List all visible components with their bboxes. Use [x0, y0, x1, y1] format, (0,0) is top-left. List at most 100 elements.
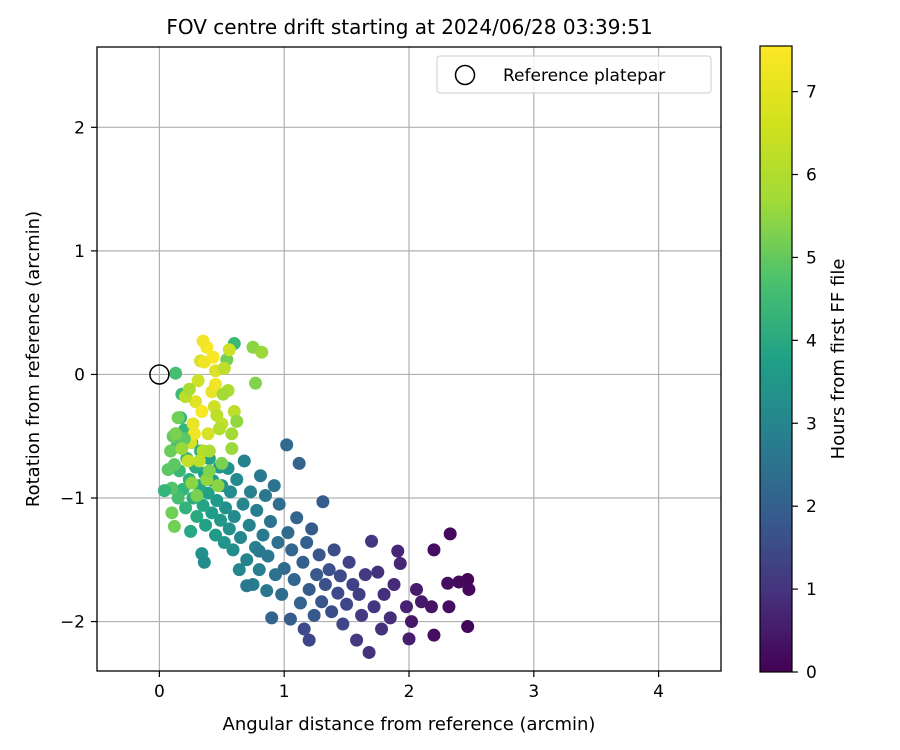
data-point — [240, 579, 254, 593]
data-point — [210, 408, 224, 422]
y-tick-label: 2 — [74, 118, 85, 138]
data-point — [248, 376, 262, 390]
data-point — [292, 456, 306, 470]
data-point — [336, 617, 350, 631]
colorbar-tick-label: 0 — [806, 663, 817, 683]
data-point — [215, 456, 229, 470]
data-point — [325, 605, 339, 619]
data-point — [201, 486, 215, 500]
y-tick-label: 0 — [74, 365, 85, 385]
data-point — [250, 503, 264, 517]
y-axis-ticks: −2 −1 0 1 2 — [60, 118, 97, 633]
grid — [97, 47, 721, 671]
colorbar-tick-label: 5 — [806, 248, 817, 268]
legend-box — [436, 55, 712, 94]
data-point — [312, 548, 326, 562]
data-point — [307, 608, 321, 622]
y-tick-label: −1 — [60, 489, 85, 509]
data-point — [252, 563, 266, 577]
data-point — [242, 518, 256, 532]
data-point — [409, 582, 423, 596]
data-point — [342, 555, 356, 569]
data-point — [267, 479, 281, 493]
data-point — [256, 528, 270, 542]
data-point — [346, 578, 360, 592]
data-point — [165, 506, 179, 520]
data-point — [253, 469, 267, 483]
colorbar-tick-label: 3 — [806, 414, 817, 434]
data-point — [350, 633, 364, 647]
x-axis-label: Angular distance from reference (arcmin) — [223, 714, 596, 735]
data-point — [164, 444, 178, 458]
data-point — [305, 522, 319, 536]
data-point — [211, 479, 225, 493]
x-axis-ticks: 0 1 2 3 4 — [154, 671, 664, 702]
data-point — [331, 586, 345, 600]
data-point — [169, 366, 183, 380]
colorbar-label: Hours from first FF file — [828, 259, 849, 460]
data-point — [202, 464, 216, 478]
data-point — [196, 334, 210, 348]
data-point — [230, 414, 244, 428]
data-point — [185, 476, 199, 490]
data-point — [265, 611, 279, 625]
data-point — [400, 600, 414, 614]
data-point — [179, 501, 193, 515]
data-point — [184, 524, 198, 538]
data-point — [169, 427, 183, 441]
data-point — [441, 576, 455, 590]
data-point — [310, 568, 324, 582]
data-point — [461, 620, 475, 634]
data-point — [240, 553, 254, 567]
data-point — [222, 522, 236, 536]
colorbar-tick-label: 6 — [806, 166, 817, 186]
data-point — [402, 632, 416, 646]
legend-label: Reference platepar — [503, 66, 665, 86]
data-point — [182, 382, 196, 396]
chart-title: FOV centre drift starting at 2024/06/28 … — [166, 15, 652, 39]
data-point — [189, 395, 203, 409]
data-point — [316, 495, 330, 509]
data-point — [383, 611, 397, 625]
data-point — [452, 575, 466, 589]
data-point — [462, 582, 476, 596]
data-point — [175, 442, 189, 456]
data-point — [222, 343, 236, 357]
data-point — [234, 531, 248, 545]
data-point — [302, 582, 316, 596]
data-point — [217, 361, 231, 375]
data-point — [226, 543, 240, 557]
data-point — [297, 622, 311, 636]
colorbar-ticks: 0 1 2 3 4 5 6 7 — [792, 83, 817, 683]
x-tick-label: 2 — [404, 682, 415, 702]
data-point — [255, 345, 269, 359]
data-point — [404, 615, 418, 629]
data-point — [225, 427, 239, 441]
x-tick-label: 4 — [653, 682, 664, 702]
data-point — [371, 565, 385, 579]
data-point — [367, 600, 381, 614]
colorbar-tick-label: 1 — [806, 580, 817, 600]
data-point — [190, 510, 204, 524]
data-point — [414, 595, 428, 609]
data-point — [186, 417, 200, 431]
x-tick-label: 0 — [154, 682, 165, 702]
data-point — [318, 578, 332, 592]
colorbar-tick-label: 7 — [806, 83, 817, 103]
data-point — [212, 422, 226, 436]
legend-marker — [454, 64, 476, 86]
data-point — [260, 584, 274, 598]
y-tick-label: 1 — [74, 242, 85, 262]
data-point — [327, 543, 341, 557]
data-point — [322, 563, 336, 577]
data-point — [287, 573, 301, 587]
data-point — [340, 597, 354, 611]
data-point — [275, 587, 289, 601]
data-point — [272, 497, 286, 511]
data-point — [377, 587, 391, 601]
data-point — [202, 444, 216, 458]
data-point — [362, 645, 376, 659]
data-point — [333, 569, 347, 583]
data-point — [424, 600, 438, 614]
data-point — [167, 519, 181, 533]
